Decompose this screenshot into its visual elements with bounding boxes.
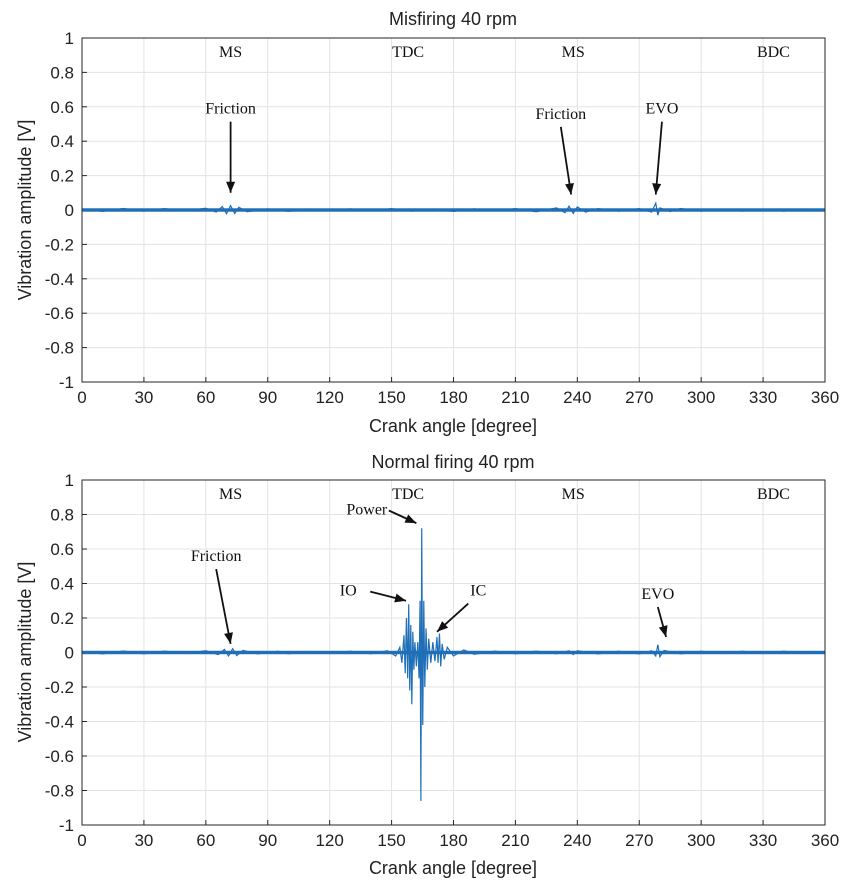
annotation-label: EVO	[646, 101, 679, 118]
baseline-noise-band	[82, 650, 825, 655]
x-axis-label: Crank angle [degree]	[369, 858, 537, 878]
arrowhead	[224, 632, 233, 644]
y-tick-labels: -1 -0.8 -0.6 -0.4 -0.2 0 0.2 0.4 0.6 0.8 1	[45, 29, 74, 392]
y-tick-label: -1	[59, 373, 74, 392]
phase-label: BDC	[757, 486, 790, 503]
annotation-label: EVO	[641, 586, 674, 603]
x-tick-label: 300	[687, 831, 715, 850]
y-tick-label: 0.6	[50, 540, 74, 559]
panel-normal-firing: Normal firing 40 rpm 0 30 60 90 120 150 180 210…	[15, 452, 839, 878]
x-tick-label: 240	[563, 388, 591, 407]
y-tick-label: -1	[59, 816, 74, 835]
y-tick-label: -0.6	[45, 304, 74, 323]
plot-frame	[81, 479, 826, 826]
x-tick-label: 90	[258, 831, 277, 850]
annotation-label: Power	[346, 502, 388, 519]
x-tick-label: 210	[501, 388, 529, 407]
annotation-label: Friction	[205, 101, 256, 118]
phase-label: BDC	[757, 44, 790, 61]
trace-layer	[81, 201, 826, 216]
x-tick-label: 270	[625, 831, 653, 850]
y-tick-label: 0	[65, 644, 74, 663]
x-tick-label: 330	[749, 831, 777, 850]
y-tick-label: -0.4	[45, 270, 74, 289]
y-tick-label: -0.6	[45, 747, 74, 766]
baseline-noise-band	[82, 208, 825, 212]
panel-title: Misfiring 40 rpm	[389, 9, 517, 29]
y-tick-label: -0.2	[45, 678, 74, 697]
y-tick-label: 0.8	[50, 63, 74, 82]
phase-label: MS	[562, 486, 585, 503]
y-tick-label: 0.6	[50, 98, 74, 117]
arrowhead	[394, 593, 407, 603]
annotations: Friction Power IO IC EVO	[191, 502, 674, 645]
annotation-label: IC	[470, 583, 486, 600]
y-axis-label: Vibration amplitude [V]	[15, 120, 35, 301]
arrowhead	[404, 514, 417, 524]
x-tick-label: 90	[258, 388, 277, 407]
arrowhead	[226, 181, 236, 193]
phase-labels: MS TDC MS BDC	[219, 44, 790, 61]
x-tick-label: 180	[439, 831, 467, 850]
panel-title: Normal firing 40 rpm	[371, 452, 534, 472]
annotation-arrow	[654, 121, 663, 195]
x-tick-label: 120	[315, 388, 343, 407]
x-tick-label: 300	[687, 388, 715, 407]
y-tick-label: -0.2	[45, 235, 74, 254]
x-tick-label: 330	[749, 388, 777, 407]
y-tick-label: 0.4	[50, 132, 74, 151]
y-tick-label: 0.2	[50, 609, 74, 628]
x-tick-label: 180	[439, 388, 467, 407]
x-tick-label: 120	[315, 831, 343, 850]
y-tick-label: 0	[65, 201, 74, 220]
y-tick-label: -0.4	[45, 713, 74, 732]
phase-labels: MS TDC MS BDC	[219, 486, 790, 503]
x-tick-label: 360	[811, 831, 839, 850]
arrowhead	[652, 183, 662, 195]
annotation-label: Friction	[191, 548, 242, 565]
phase-label: TDC	[392, 44, 424, 61]
annotation-label: Friction	[535, 106, 586, 123]
x-tick-label: 30	[134, 388, 153, 407]
y-tick-label: 0.2	[50, 167, 74, 186]
x-tick-label: 60	[196, 388, 215, 407]
annotation-arrow	[215, 568, 232, 645]
x-tick-label: 360	[811, 388, 839, 407]
y-axis-label: Vibration amplitude [V]	[15, 562, 35, 743]
x-tick-label: 240	[563, 831, 591, 850]
y-tick-label: -0.8	[45, 339, 74, 358]
annotations: Friction Friction EVO	[205, 101, 678, 195]
x-tick-label: 150	[377, 831, 405, 850]
y-tick-label: -0.8	[45, 782, 74, 801]
x-tick-label: 210	[501, 831, 529, 850]
y-tick-label: 0.4	[50, 575, 74, 594]
arrowhead	[436, 621, 449, 632]
x-tick-label: 0	[77, 388, 86, 407]
arrowhead	[658, 625, 668, 637]
phase-label: MS	[219, 486, 242, 503]
annotation-label: IO	[340, 583, 357, 600]
plot-frame	[81, 37, 826, 383]
annotation-arrow	[559, 126, 573, 195]
x-tick-label: 270	[625, 388, 653, 407]
phase-label: TDC	[392, 486, 424, 503]
arrowhead	[565, 182, 574, 195]
x-tick-label: 150	[377, 388, 405, 407]
x-tick-label: 0	[77, 831, 86, 850]
y-tick-labels: -1 -0.8 -0.6 -0.4 -0.2 0 0.2 0.4 0.6 0.8 1	[45, 471, 74, 835]
panel-misfiring: Misfiring 40 rpm 0 30 60 90 120 150 180 210 240 2…	[15, 9, 839, 436]
phase-label: MS	[219, 44, 242, 61]
trace-layer	[81, 528, 826, 801]
x-tick-labels: 0 30 60 90 120 150 180 210 240 270 300 330 360	[77, 388, 839, 407]
x-axis-label: Crank angle [degree]	[369, 416, 537, 436]
x-tick-labels: 0 30 60 90 120 150 180 210 240 270 300 330 360	[77, 831, 839, 850]
phase-label: MS	[562, 44, 585, 61]
x-tick-label: 30	[134, 831, 153, 850]
y-tick-label: 0.8	[50, 506, 74, 525]
y-tick-label: 1	[65, 471, 74, 490]
x-tick-label: 60	[196, 831, 215, 850]
grid	[81, 479, 826, 826]
y-tick-label: 1	[65, 29, 74, 48]
